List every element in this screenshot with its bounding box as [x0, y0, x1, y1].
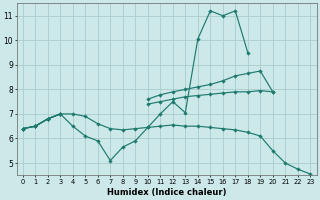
X-axis label: Humidex (Indice chaleur): Humidex (Indice chaleur) [107, 188, 226, 197]
